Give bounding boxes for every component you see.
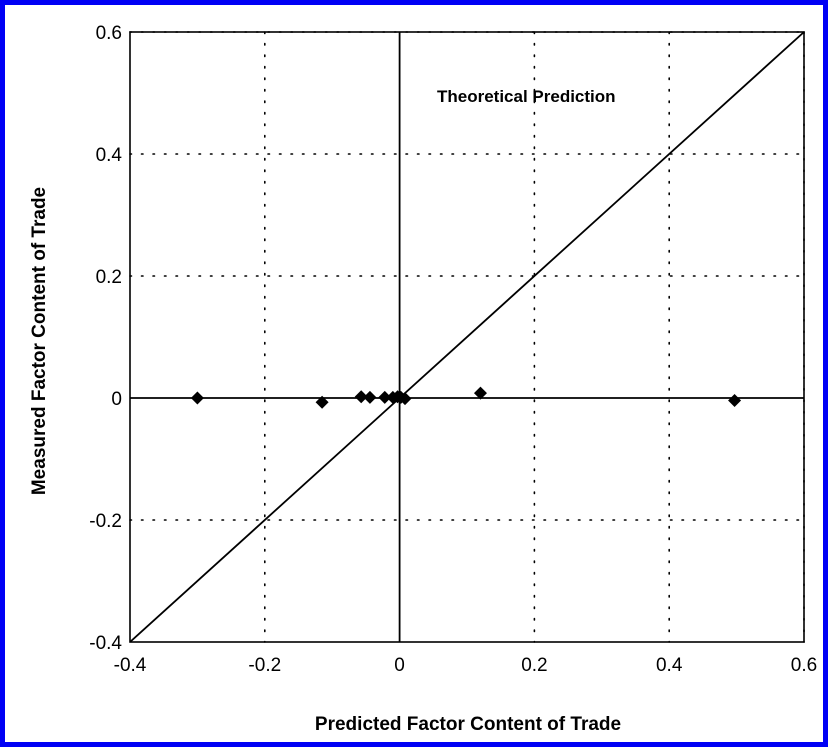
scatter-chart: -0.4 -0.2 0 0.2 0.4 0.6 -0.4 -0.2 0 0.2 0.4 0.6 The… — [29, 23, 817, 735]
x-tick-label: 0 — [394, 655, 405, 676]
data-point — [190, 391, 204, 405]
axis-layer — [129, 31, 805, 643]
points-layer — [190, 386, 742, 409]
reference-line-label: Theoretical Prediction — [437, 87, 616, 106]
y-tick-label: -0.4 — [89, 633, 122, 654]
y-tick-label: 0 — [111, 389, 122, 410]
data-point — [473, 386, 487, 400]
x-axis-title: Predicted Factor Content of Trade — [315, 714, 621, 735]
x-tick-label: -0.4 — [114, 655, 147, 676]
reference-line-layer — [129, 31, 805, 643]
data-point — [315, 395, 329, 409]
data-point — [363, 390, 377, 404]
x-tick-label: 0.6 — [791, 655, 817, 676]
data-point — [728, 393, 742, 407]
y-axis-title: Measured Factor Content of Trade — [29, 187, 50, 495]
y-tick-label: 0.6 — [96, 23, 122, 44]
tick-label-layer: -0.4 -0.2 0 0.2 0.4 0.6 -0.4 -0.2 0 0.2 0.4 0.6 — [89, 23, 817, 676]
data-point — [378, 390, 392, 404]
x-tick-label: 0.4 — [656, 655, 683, 676]
y-tick-label: 0.2 — [96, 267, 122, 288]
x-tick-label: 0.2 — [521, 655, 547, 676]
y-tick-label: 0.4 — [96, 145, 123, 166]
data-point — [398, 392, 412, 406]
theoretical-prediction-line — [129, 31, 805, 643]
plot-border — [129, 31, 805, 643]
x-tick-label: -0.2 — [248, 655, 281, 676]
y-tick-label: -0.2 — [89, 511, 122, 532]
data-point — [354, 390, 368, 404]
